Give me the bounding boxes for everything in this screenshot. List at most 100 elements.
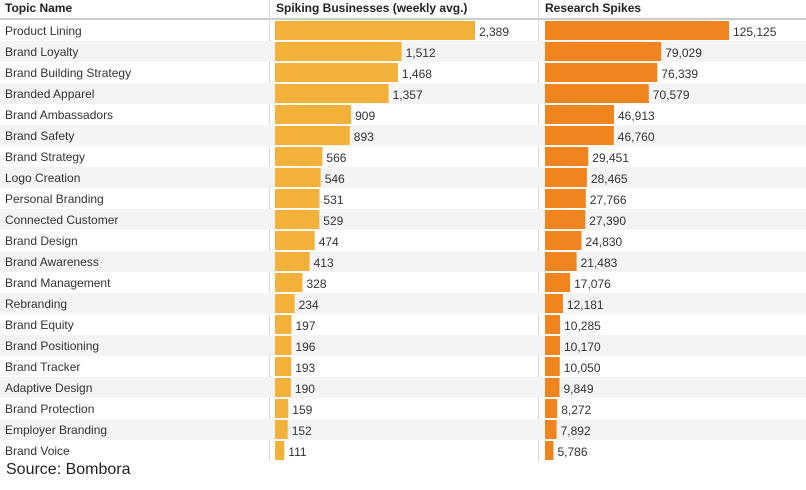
- header-research-spikes: Research Spikes: [545, 1, 641, 15]
- spiking-businesses-value: 893: [354, 130, 374, 144]
- topic-label: Connected Customer: [5, 213, 118, 227]
- research-spikes-value: 70,579: [653, 88, 690, 102]
- research-spikes-bar: [545, 105, 614, 124]
- row-stripe: [0, 209, 806, 230]
- topic-label: Brand Strategy: [5, 150, 85, 164]
- spiking-businesses-bar: [275, 378, 291, 397]
- topic-label: Adaptive Design: [5, 381, 92, 395]
- research-spikes-bar: [545, 189, 586, 208]
- spiking-businesses-bar: [275, 147, 323, 166]
- topic-label: Brand Awareness: [5, 255, 99, 269]
- spiking-businesses-bar: [275, 252, 310, 271]
- spiking-businesses-bar: [275, 231, 315, 250]
- row-stripe: [0, 419, 806, 440]
- research-spikes-value: 10,285: [564, 319, 601, 333]
- research-spikes-value: 28,465: [591, 172, 628, 186]
- research-spikes-value: 9,849: [564, 382, 594, 396]
- row-stripe: [0, 125, 806, 146]
- spiking-businesses-value: 159: [292, 403, 312, 417]
- research-spikes-value: 7,892: [561, 424, 591, 438]
- spiking-businesses-bar: [275, 399, 289, 418]
- research-spikes-bar: [545, 357, 560, 376]
- research-spikes-bar: [545, 210, 586, 229]
- spiking-businesses-bar: [275, 189, 320, 208]
- spiking-businesses-value: 474: [319, 235, 339, 249]
- row-stripe: [0, 251, 806, 272]
- spiking-businesses-value: 909: [355, 109, 375, 123]
- research-spikes-bar: [545, 63, 658, 82]
- research-spikes-value: 10,050: [564, 361, 601, 375]
- research-spikes-value: 12,181: [567, 298, 604, 312]
- spiking-businesses-bar: [275, 84, 389, 103]
- topic-label: Personal Branding: [5, 192, 104, 206]
- research-spikes-bar: [545, 21, 729, 40]
- research-spikes-value: 79,029: [665, 46, 702, 60]
- row-stripe: [0, 377, 806, 398]
- research-spikes-value: 17,076: [574, 277, 611, 291]
- spiking-businesses-bar: [275, 21, 475, 40]
- spiking-businesses-value: 328: [307, 277, 327, 291]
- research-spikes-bar: [545, 378, 560, 397]
- spiking-businesses-bar: [275, 336, 292, 355]
- topic-label: Branded Apparel: [5, 87, 94, 101]
- chart-rows: Product Lining 2,389 125,125 Brand Loyalty 1…: [0, 21, 806, 460]
- research-spikes-bar: [545, 252, 577, 271]
- topic-label: Brand Design: [5, 234, 78, 248]
- research-spikes-value: 46,913: [618, 109, 655, 123]
- spiking-businesses-value: 1,468: [402, 67, 432, 81]
- topic-label: Logo Creation: [5, 171, 80, 185]
- spiking-businesses-value: 531: [324, 193, 344, 207]
- research-spikes-bar: [545, 294, 563, 313]
- research-spikes-bar: [545, 420, 557, 439]
- research-spikes-value: 29,451: [592, 151, 629, 165]
- research-spikes-bar: [545, 84, 649, 103]
- research-spikes-bar: [545, 42, 662, 61]
- research-spikes-bar: [545, 441, 554, 460]
- row-stripe: [0, 167, 806, 188]
- spiking-businesses-value: 234: [299, 298, 319, 312]
- research-spikes-bar: [545, 126, 614, 145]
- row-stripe: [0, 335, 806, 356]
- research-spikes-bar: [545, 168, 587, 187]
- research-spikes-bar: [545, 147, 589, 166]
- research-spikes-bar: [545, 231, 582, 250]
- research-spikes-value: 27,766: [590, 193, 627, 207]
- topic-label: Product Lining: [5, 24, 82, 38]
- topic-label: Brand Voice: [5, 444, 70, 458]
- topic-label: Brand Ambassadors: [5, 108, 113, 122]
- spiking-businesses-bar: [275, 63, 398, 82]
- topic-label: Brand Positioning: [5, 339, 99, 353]
- spiking-businesses-bar: [275, 357, 292, 376]
- spiking-businesses-bar: [275, 126, 350, 145]
- topic-label: Brand Building Strategy: [5, 66, 131, 80]
- research-spikes-value: 46,760: [618, 130, 655, 144]
- research-spikes-value: 5,786: [558, 445, 588, 459]
- research-spikes-value: 24,830: [586, 235, 623, 249]
- research-spikes-value: 8,272: [561, 403, 591, 417]
- spiking-businesses-bar: [275, 42, 402, 61]
- research-spikes-value: 76,339: [661, 67, 698, 81]
- topic-label: Brand Management: [5, 276, 111, 290]
- spiking-businesses-value: 1,357: [393, 88, 423, 102]
- topic-label: Brand Safety: [5, 129, 74, 143]
- research-spikes-bar: [545, 399, 558, 418]
- spiking-businesses-bar: [275, 315, 292, 334]
- spiking-businesses-bar: [275, 210, 320, 229]
- spiking-businesses-bar: [275, 420, 288, 439]
- topic-label: Rebranding: [5, 297, 67, 311]
- source-note: Source: Bombora: [6, 461, 131, 478]
- header-spiking-businesses: Spiking Businesses (weekly avg.): [276, 1, 467, 15]
- research-spikes-value: 10,170: [564, 340, 601, 354]
- topic-label: Brand Loyalty: [5, 45, 78, 59]
- research-spikes-value: 125,125: [733, 25, 777, 39]
- research-spikes-bar: [545, 336, 560, 355]
- spiking-businesses-bar: [275, 105, 352, 124]
- research-spikes-bar: [545, 273, 571, 292]
- research-spikes-bar: [545, 315, 561, 334]
- spiking-businesses-value: 566: [326, 151, 346, 165]
- spiking-businesses-value: 546: [325, 172, 345, 186]
- spiking-businesses-value: 1,512: [406, 46, 436, 60]
- spiking-businesses-value: 197: [296, 319, 316, 333]
- spiking-businesses-value: 529: [323, 214, 343, 228]
